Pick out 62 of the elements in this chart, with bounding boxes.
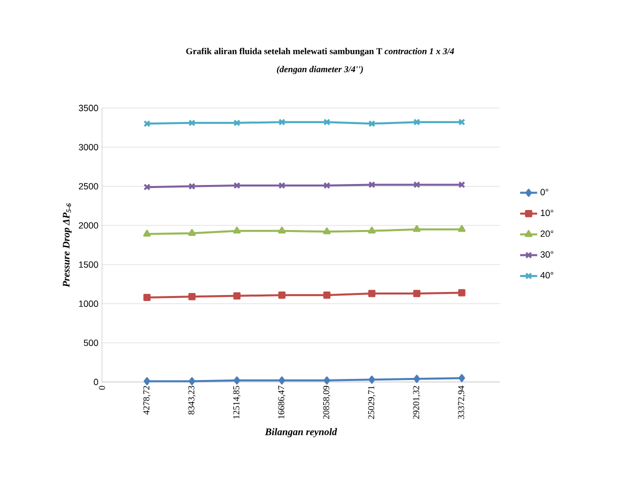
legend-label: 30°	[540, 251, 554, 258]
legend-label: 10°	[540, 210, 554, 216]
legend-label: 40°	[540, 272, 554, 278]
legend-label: 0°	[540, 188, 548, 196]
x-tick-label: 29201,32	[413, 386, 420, 419]
point	[233, 119, 240, 126]
point	[233, 292, 241, 300]
point	[188, 119, 196, 126]
y-tick-label: 0	[94, 378, 98, 386]
point	[143, 230, 151, 237]
legend-label: 20°	[540, 230, 554, 237]
x-tick-label: 8343,23	[188, 386, 196, 414]
point	[324, 376, 330, 384]
point	[278, 182, 286, 189]
point	[278, 226, 286, 234]
point	[323, 291, 330, 299]
point	[458, 289, 466, 296]
point	[323, 182, 330, 189]
point	[323, 227, 331, 234]
x-tick-label: 33372,94	[458, 386, 466, 419]
x-tick-label: 20858,09	[323, 386, 331, 419]
chart-title: Grafik aliran fluida setelah melewati sambungan T contraction 1 x 3/4	[186, 48, 454, 56]
point	[368, 181, 376, 188]
point	[413, 118, 420, 126]
x-tick-label: 0	[98, 386, 106, 390]
point	[458, 225, 466, 232]
point	[278, 291, 286, 299]
y-tick-label: 2500	[78, 183, 98, 190]
x-tick-label: 12514,85	[233, 386, 241, 418]
point	[188, 229, 196, 236]
point	[413, 225, 421, 232]
point	[368, 226, 376, 234]
y-axis-title: Pressure Drop ΔP$_{5-6}$	[62, 203, 72, 288]
point	[188, 293, 196, 300]
point	[233, 182, 240, 189]
y-tick-label: 500	[84, 340, 98, 346]
point	[144, 377, 150, 386]
chart-subtitle: (dengan diameter 3/4'')	[276, 66, 363, 74]
x-tick-label: 4278,72	[143, 386, 151, 415]
point	[368, 290, 376, 298]
point	[323, 118, 330, 126]
point	[188, 182, 196, 190]
point	[368, 120, 376, 128]
point	[143, 294, 151, 302]
point	[413, 290, 420, 298]
y-tick-label: 3500	[78, 104, 98, 112]
x-tick-label: 16686,47	[278, 386, 286, 418]
point	[278, 376, 286, 384]
point	[368, 376, 376, 384]
y-tick-label: 1000	[79, 300, 98, 307]
point	[413, 181, 420, 188]
point	[458, 374, 466, 382]
point	[278, 118, 286, 126]
x-tick-label: 25029,71	[368, 386, 376, 419]
y-tick-label: 1500	[79, 261, 98, 268]
point	[234, 376, 240, 384]
x-axis-title: Bilangan reynold	[264, 428, 338, 438]
point	[233, 226, 241, 234]
point	[188, 377, 196, 386]
y-tick-label: 2000	[78, 222, 98, 229]
y-tick-label: 3000	[78, 144, 98, 150]
point	[414, 374, 420, 383]
